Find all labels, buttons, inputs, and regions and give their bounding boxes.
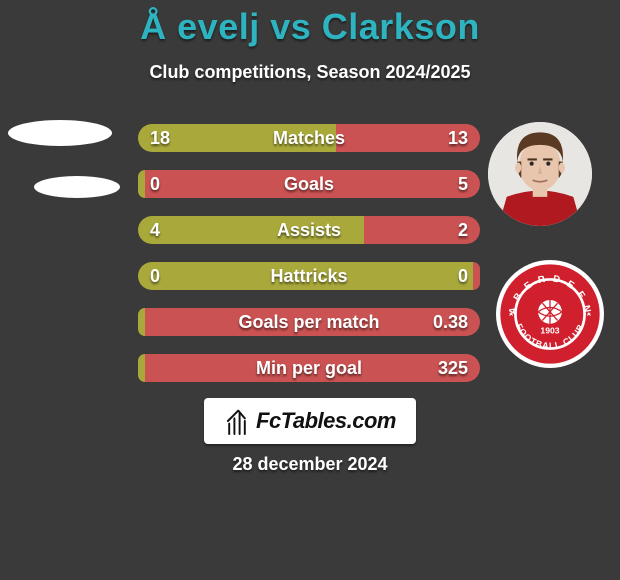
stat-bar-left [138,262,473,290]
stat-bar-right [473,262,480,290]
club-founded-year: 1903 [540,325,559,335]
stat-bar-right [145,170,480,198]
stat-row: Assists42 [138,216,480,244]
stat-bar-left [138,354,145,382]
stat-row: Goals05 [138,170,480,198]
stat-bar-left [138,216,364,244]
right-player-photo [488,122,592,226]
stat-bar-left [138,170,145,198]
comparison-date: 28 december 2024 [0,454,620,475]
right-player-club-badge: A B E R D E E N FOOTBALL CLUB 1903 [496,260,604,368]
stat-bar-right [145,308,480,336]
stat-bars: Matches1813 Goals05 Assists42 Hattricks00 Go… [138,124,480,400]
stat-row: Matches1813 [138,124,480,152]
fctables-watermark: FcTables.com [204,398,416,444]
fctables-logo-text: FcTables.com [256,408,396,434]
stat-bar-right [336,124,480,152]
stat-bar-left [138,308,145,336]
fctables-logo-icon [224,405,250,437]
stat-row: Hattricks00 [138,262,480,290]
stat-bar-left [138,124,336,152]
stat-bar-right [364,216,480,244]
stat-row: Min per goal325 [138,354,480,382]
placeholder-ellipse [8,120,112,146]
stat-row: Goals per match0.38 [138,308,480,336]
comparison-subtitle: Club competitions, Season 2024/2025 [0,62,620,83]
stat-bar-right [145,354,480,382]
left-player-photo [8,120,118,198]
comparison-title: Å evelj vs Clarkson [0,6,620,48]
placeholder-ellipse [34,176,120,198]
